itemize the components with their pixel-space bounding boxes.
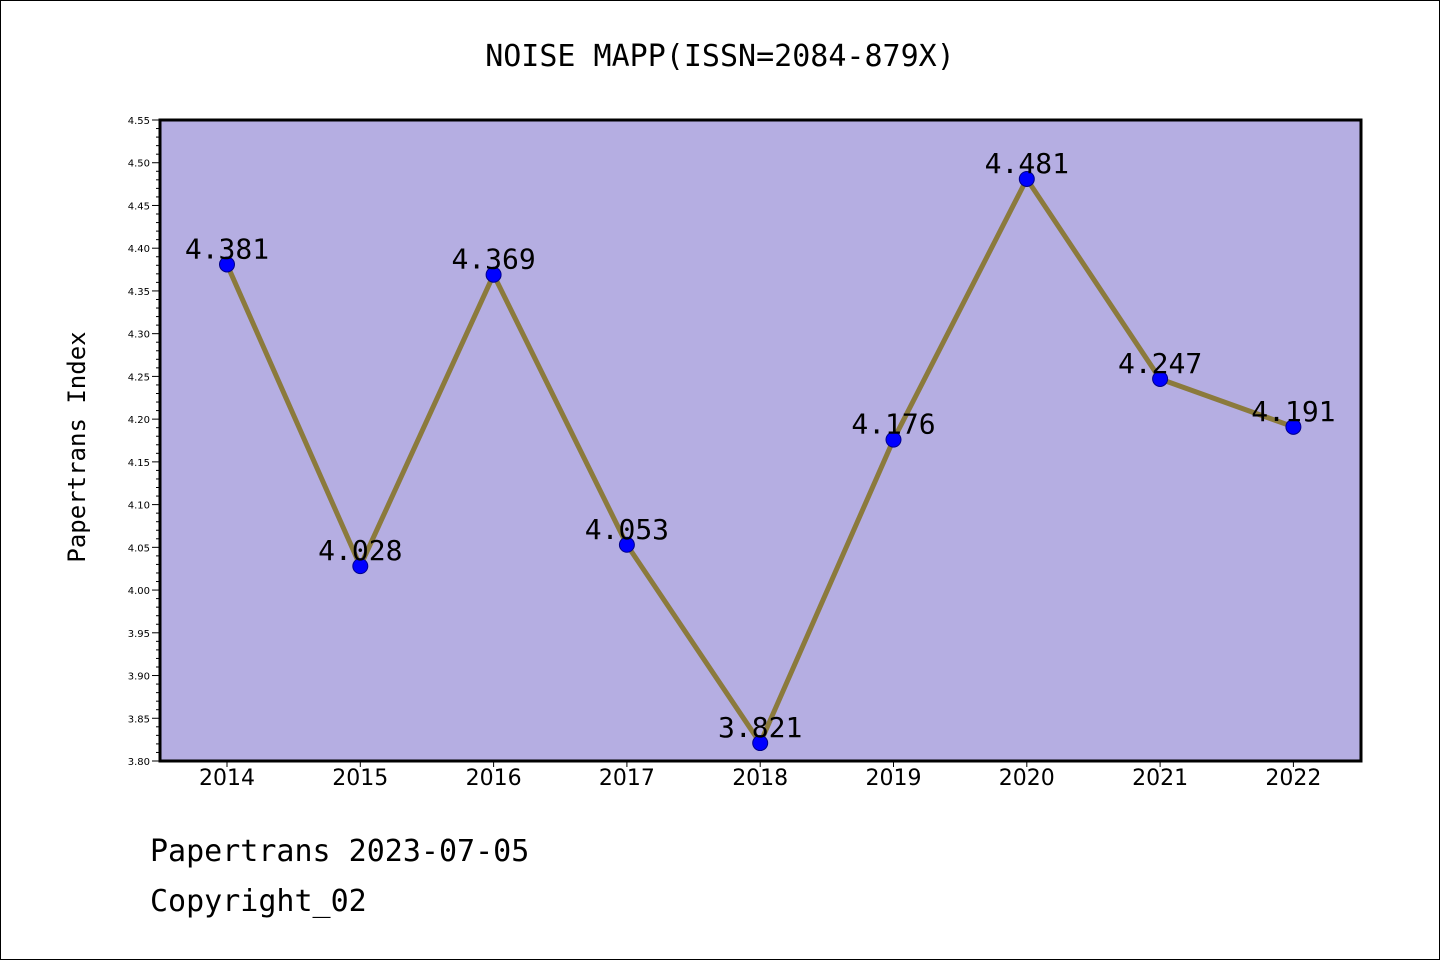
data-point: [352, 558, 369, 575]
data-label: 4.191: [1251, 395, 1335, 428]
y-axis-label: Papertrans Index: [63, 331, 91, 562]
y-tick-label: 4.55: [128, 116, 150, 127]
chart-title: NOISE MAPP(ISSN=2084-879X): [485, 39, 955, 74]
data-point: [219, 256, 235, 273]
data-label: 4.481: [985, 147, 1069, 180]
y-tick-label: 4.45: [128, 201, 150, 212]
data-label: 4.369: [451, 243, 535, 276]
data-label: 4.381: [185, 232, 269, 265]
footer-copyright: Copyright_02: [150, 884, 367, 919]
x-tick-label: 2021: [1132, 766, 1188, 791]
y-tick-label: 4.15: [128, 458, 150, 469]
y-tick-label: 4.20: [128, 415, 150, 426]
data-point: [485, 266, 502, 283]
data-point: [1018, 170, 1035, 187]
x-tick-label: 2017: [599, 766, 655, 791]
y-tick-label: 4.30: [128, 330, 150, 341]
y-tick-label: 3.90: [128, 672, 150, 683]
x-tick-label: 2022: [1265, 766, 1321, 791]
y-tick-label: 4.50: [128, 159, 150, 170]
data-label: 4.247: [1118, 347, 1202, 380]
data-point: [885, 431, 902, 448]
y-tick-label: 3.80: [128, 757, 150, 768]
x-tick-label: 2014: [199, 766, 255, 791]
y-tick-label: 4.40: [128, 244, 150, 255]
x-tick-label: 2016: [466, 766, 522, 791]
footer-date: Papertrans 2023-07-05: [150, 834, 530, 869]
data-label: 3.821: [718, 711, 802, 744]
x-tick-label: 2018: [732, 766, 788, 791]
data-point: [1152, 370, 1169, 387]
x-tick-label: 2020: [999, 766, 1055, 791]
y-tick-label: 3.85: [128, 714, 150, 725]
data-point: [618, 536, 635, 553]
y-axis: 3.80 3.85 3.90 3.95 4.00 4.05 4.10 4.15 4.20 4.25…: [128, 116, 160, 768]
y-tick-label: 4.05: [128, 543, 150, 554]
x-tick-label: 2015: [332, 766, 388, 791]
data-point: [1285, 418, 1302, 435]
plot-border: [158, 118, 1363, 763]
y-tick-label: 4.10: [128, 501, 150, 512]
y-tick-label: 3.95: [128, 629, 150, 640]
y-tick-label: 4.00: [128, 586, 150, 597]
x-axis: 2014 2015 2016 2017 2018 2019 2020 2021 2022: [199, 761, 1321, 791]
x-tick-label: 2019: [866, 766, 922, 791]
data-point: [752, 735, 769, 752]
data-label: 4.053: [585, 513, 669, 546]
data-label: 4.028: [318, 534, 402, 567]
y-tick-label: 4.35: [128, 287, 150, 298]
data-label: 4.176: [851, 408, 935, 441]
y-tick-label: 4.25: [128, 372, 150, 383]
series-layer: 4.381 4.028 4.369 4.053 3.821 4.176 4.481 4.247…: [185, 147, 1336, 752]
plot-area: [160, 120, 1361, 761]
